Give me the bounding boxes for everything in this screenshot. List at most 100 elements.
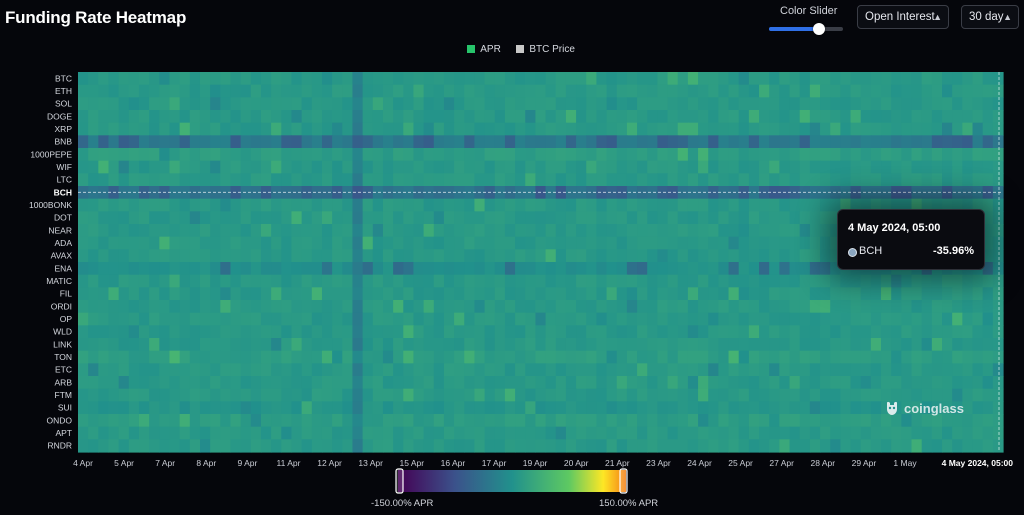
heatmap-cell[interactable]: [870, 173, 882, 187]
heatmap-cell[interactable]: [321, 363, 333, 377]
heatmap-cell[interactable]: [179, 363, 191, 377]
heatmap-cell[interactable]: [545, 72, 557, 86]
heatmap-cell[interactable]: [423, 224, 435, 238]
heatmap-cell[interactable]: [362, 300, 374, 314]
heatmap-cell[interactable]: [535, 135, 547, 149]
heatmap-cell[interactable]: [342, 312, 354, 326]
heatmap-cell[interactable]: [138, 173, 150, 187]
heatmap-cell[interactable]: [525, 198, 537, 212]
heatmap-cell[interactable]: [708, 401, 719, 415]
heatmap-cell[interactable]: [972, 72, 984, 86]
heatmap-cell[interactable]: [820, 312, 831, 326]
heatmap-cell[interactable]: [860, 274, 872, 288]
heatmap-cell[interactable]: [576, 262, 587, 276]
heatmap-cell[interactable]: [891, 350, 902, 364]
heatmap-cell[interactable]: [433, 274, 445, 288]
heatmap-cell[interactable]: [820, 300, 831, 314]
heatmap-cell[interactable]: [321, 211, 333, 225]
heatmap-cell[interactable]: [952, 414, 963, 428]
heatmap-cell[interactable]: [108, 173, 120, 187]
heatmap-cell[interactable]: [718, 401, 730, 415]
heatmap-cell[interactable]: [98, 312, 110, 326]
heatmap-cell[interactable]: [504, 135, 516, 149]
heatmap-cell[interactable]: [291, 236, 303, 250]
heatmap-cell[interactable]: [138, 350, 150, 364]
heatmap-cell[interactable]: [830, 84, 841, 98]
heatmap-cell[interactable]: [992, 350, 1004, 364]
heatmap-cell[interactable]: [210, 110, 221, 124]
heatmap-cell[interactable]: [911, 439, 923, 453]
heatmap-cell[interactable]: [78, 350, 89, 364]
heatmap-cell[interactable]: [108, 110, 120, 124]
heatmap-cell[interactable]: [779, 338, 791, 352]
heatmap-cell[interactable]: [342, 135, 354, 149]
heatmap-cell[interactable]: [687, 249, 699, 263]
heatmap-cell[interactable]: [210, 300, 221, 314]
heatmap-cell[interactable]: [647, 224, 658, 238]
heatmap-cell[interactable]: [789, 198, 801, 212]
heatmap-cell[interactable]: [250, 148, 262, 162]
heatmap-cell[interactable]: [738, 173, 750, 187]
heatmap-cell[interactable]: [382, 439, 394, 453]
heatmap-cell[interactable]: [474, 376, 486, 390]
heatmap-cell[interactable]: [179, 338, 191, 352]
heatmap-cell[interactable]: [199, 401, 211, 415]
heatmap-cell[interactable]: [586, 262, 597, 276]
heatmap-cell[interactable]: [250, 97, 262, 111]
heatmap-cell[interactable]: [759, 439, 770, 453]
heatmap-cell[interactable]: [555, 198, 567, 212]
heatmap-cell[interactable]: [769, 274, 780, 288]
heatmap-cell[interactable]: [260, 84, 272, 98]
heatmap-cell[interactable]: [535, 300, 547, 314]
heatmap-cell[interactable]: [647, 186, 658, 200]
heatmap-cell[interactable]: [637, 376, 648, 390]
heatmap-cell[interactable]: [738, 401, 750, 415]
heatmap-cell[interactable]: [992, 84, 1004, 98]
heatmap-cell[interactable]: [931, 376, 943, 390]
heatmap-cell[interactable]: [260, 325, 272, 339]
heatmap-cell[interactable]: [748, 388, 760, 402]
heatmap-cell[interactable]: [799, 135, 811, 149]
heatmap-cell[interactable]: [454, 414, 465, 428]
heatmap-cell[interactable]: [962, 110, 974, 124]
heatmap-cell[interactable]: [423, 198, 435, 212]
heatmap-cell[interactable]: [260, 262, 272, 276]
heatmap-cell[interactable]: [118, 325, 130, 339]
heatmap-cell[interactable]: [667, 224, 679, 238]
heatmap-cell[interactable]: [799, 249, 811, 263]
heatmap-cell[interactable]: [992, 274, 1004, 288]
heatmap-cell[interactable]: [606, 110, 618, 124]
heatmap-cell[interactable]: [281, 186, 293, 200]
heatmap-cell[interactable]: [413, 312, 425, 326]
heatmap-cell[interactable]: [657, 350, 669, 364]
heatmap-cell[interactable]: [637, 274, 648, 288]
heatmap-cell[interactable]: [88, 224, 99, 238]
heatmap-cell[interactable]: [382, 287, 394, 301]
heatmap-cell[interactable]: [240, 72, 252, 86]
heatmap-cell[interactable]: [260, 414, 272, 428]
heatmap-cell[interactable]: [230, 350, 242, 364]
heatmap-cell[interactable]: [820, 198, 831, 212]
heatmap-cell[interactable]: [535, 249, 547, 263]
heatmap-cell[interactable]: [738, 426, 750, 440]
heatmap-cell[interactable]: [199, 426, 211, 440]
heatmap-cell[interactable]: [921, 363, 933, 377]
heatmap-cell[interactable]: [606, 287, 618, 301]
heatmap-cell[interactable]: [565, 122, 577, 136]
heatmap-cell[interactable]: [677, 224, 689, 238]
heatmap-cell[interactable]: [616, 122, 628, 136]
heatmap-cell[interactable]: [576, 135, 587, 149]
heatmap-cell[interactable]: [972, 439, 984, 453]
heatmap-cell[interactable]: [484, 97, 496, 111]
heatmap-cell[interactable]: [718, 122, 730, 136]
heatmap-cell[interactable]: [271, 211, 282, 225]
heatmap-cell[interactable]: [179, 262, 191, 276]
heatmap-cell[interactable]: [820, 211, 831, 225]
heatmap-cell[interactable]: [250, 325, 262, 339]
heatmap-cell[interactable]: [942, 426, 953, 440]
heatmap-cell[interactable]: [250, 439, 262, 453]
heatmap-cell[interactable]: [372, 262, 384, 276]
heatmap-cell[interactable]: [423, 300, 435, 314]
heatmap-cell[interactable]: [901, 198, 913, 212]
heatmap-cell[interactable]: [321, 249, 333, 263]
